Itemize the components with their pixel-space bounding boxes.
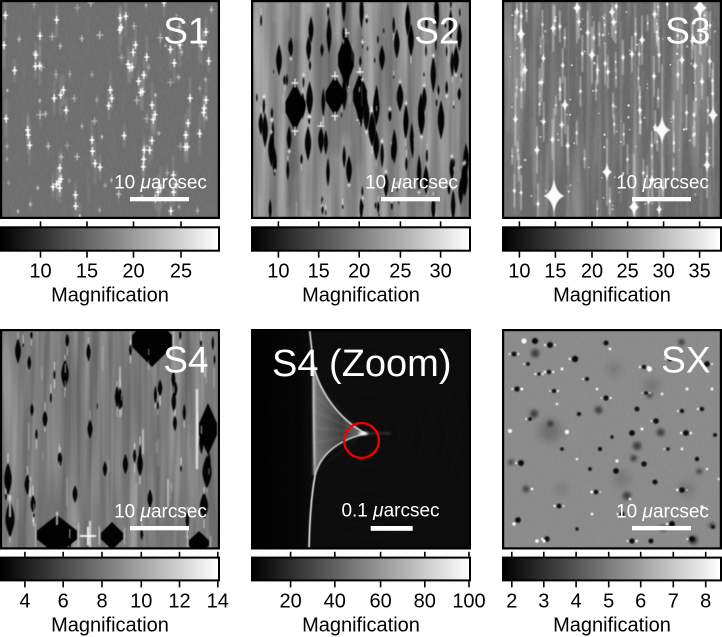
svg-text:40: 40 bbox=[324, 591, 346, 613]
svg-text:20: 20 bbox=[122, 261, 144, 283]
svg-text:25: 25 bbox=[616, 261, 638, 283]
svg-text:3: 3 bbox=[538, 591, 549, 613]
svg-text:10 μarcsec: 10 μarcsec bbox=[114, 501, 207, 522]
svg-text:15: 15 bbox=[308, 261, 330, 283]
svg-text:15: 15 bbox=[76, 261, 98, 283]
svg-text:4: 4 bbox=[19, 591, 30, 613]
svg-text:14: 14 bbox=[207, 591, 229, 613]
svg-text:10: 10 bbox=[29, 261, 51, 283]
svg-text:20: 20 bbox=[279, 591, 301, 613]
svg-text:35: 35 bbox=[688, 261, 710, 283]
svg-text:S1: S1 bbox=[163, 11, 208, 52]
svg-text:5: 5 bbox=[603, 591, 614, 613]
svg-text:10 μarcsec: 10 μarcsec bbox=[365, 173, 458, 194]
svg-text:10 μarcsec: 10 μarcsec bbox=[616, 173, 709, 194]
svg-text:8: 8 bbox=[700, 591, 711, 613]
svg-text:10: 10 bbox=[130, 591, 152, 613]
svg-text:60: 60 bbox=[369, 591, 391, 613]
svg-text:10 μarcsec: 10 μarcsec bbox=[114, 173, 207, 194]
svg-text:6: 6 bbox=[58, 591, 69, 613]
svg-text:S4 (Zoom): S4 (Zoom) bbox=[272, 343, 451, 385]
svg-text:7: 7 bbox=[668, 591, 679, 613]
svg-text:SX: SX bbox=[661, 340, 710, 381]
svg-text:S4: S4 bbox=[163, 340, 208, 381]
svg-text:20: 20 bbox=[581, 261, 603, 283]
svg-text:S2: S2 bbox=[414, 11, 459, 52]
svg-text:Magnification: Magnification bbox=[51, 285, 169, 307]
svg-text:80: 80 bbox=[414, 591, 436, 613]
svg-text:25: 25 bbox=[170, 261, 192, 283]
svg-text:Magnification: Magnification bbox=[302, 285, 420, 307]
svg-text:10 μarcsec: 10 μarcsec bbox=[616, 501, 709, 522]
svg-text:Magnification: Magnification bbox=[553, 285, 671, 307]
svg-text:30: 30 bbox=[652, 261, 674, 283]
svg-text:0.1 μarcsec: 0.1 μarcsec bbox=[341, 500, 439, 521]
svg-text:S3: S3 bbox=[665, 11, 710, 52]
svg-text:Magnification: Magnification bbox=[51, 615, 169, 637]
svg-text:25: 25 bbox=[389, 261, 411, 283]
svg-text:8: 8 bbox=[96, 591, 107, 613]
svg-text:100: 100 bbox=[452, 591, 485, 613]
svg-text:30: 30 bbox=[429, 261, 451, 283]
svg-text:10: 10 bbox=[267, 261, 289, 283]
svg-text:2: 2 bbox=[506, 591, 517, 613]
svg-text:15: 15 bbox=[544, 261, 566, 283]
svg-text:6: 6 bbox=[635, 591, 646, 613]
svg-text:Magnification: Magnification bbox=[553, 615, 671, 637]
svg-text:Magnification: Magnification bbox=[302, 615, 420, 637]
svg-text:4: 4 bbox=[571, 591, 582, 613]
svg-text:10: 10 bbox=[508, 261, 530, 283]
svg-text:12: 12 bbox=[168, 591, 190, 613]
svg-text:20: 20 bbox=[348, 261, 370, 283]
